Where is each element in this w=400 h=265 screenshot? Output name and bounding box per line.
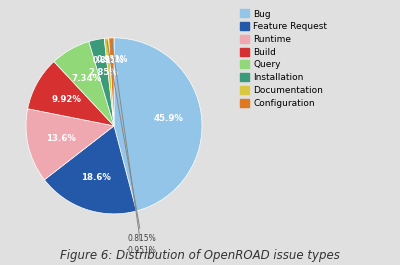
Wedge shape [114,38,202,211]
Text: 0.815%: 0.815% [93,56,124,65]
Text: 0.951%: 0.951% [96,55,128,64]
Wedge shape [109,38,114,126]
Text: 18.6%: 18.6% [82,173,111,182]
Wedge shape [89,38,114,126]
Text: 13.6%: 13.6% [46,134,76,143]
Text: 0.815%: 0.815% [107,41,156,243]
Wedge shape [54,42,114,126]
Text: Figure 6: Distribution of OpenROAD issue types: Figure 6: Distribution of OpenROAD issue… [60,249,340,262]
Text: 45.9%: 45.9% [153,114,183,123]
Text: 0.951%: 0.951% [112,41,156,255]
Legend: Bug, Feature Request, Runtime, Build, Query, Installation, Documentation, Config: Bug, Feature Request, Runtime, Build, Qu… [240,9,327,108]
Text: 7.34%: 7.34% [72,74,102,83]
Text: 2.85%: 2.85% [88,68,118,77]
Wedge shape [28,61,114,126]
Wedge shape [104,38,114,126]
Wedge shape [26,109,114,180]
Text: 9.92%: 9.92% [51,95,81,104]
Wedge shape [44,126,136,214]
